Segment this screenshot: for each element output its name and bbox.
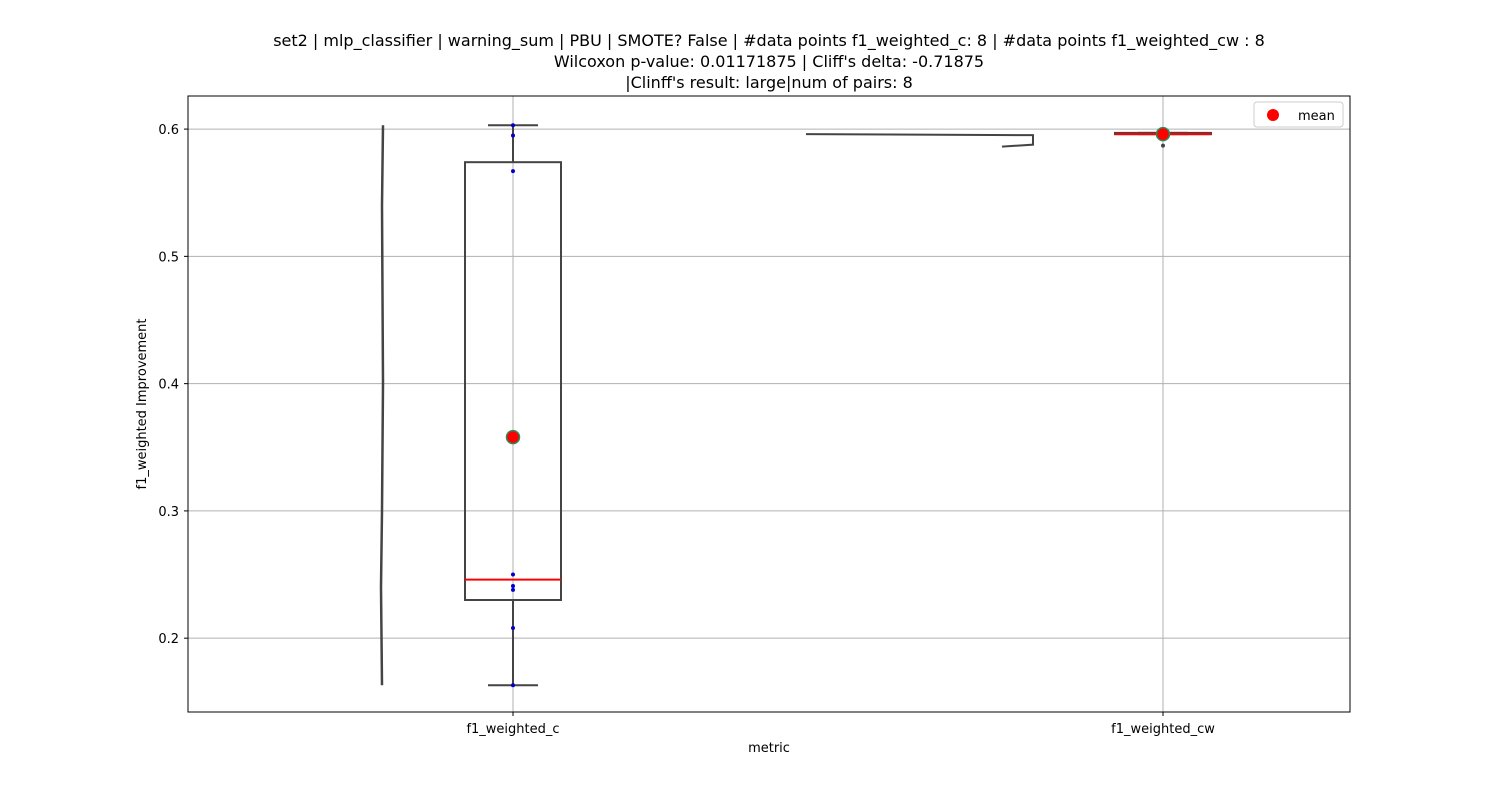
- x-tick-label: f1_weighted_c: [466, 722, 559, 737]
- legend: mean: [1253, 101, 1344, 128]
- y-tick-label: 0.4: [158, 378, 179, 393]
- y-axis-label: f1_weighted Improvement: [135, 318, 150, 489]
- y-tick-label: 0.2: [158, 632, 179, 647]
- y-tick-label: 0.6: [158, 123, 179, 138]
- data-point: [511, 587, 515, 592]
- y-tick-label: 0.5: [158, 250, 179, 265]
- x-tick-label: f1_weighted_cw: [1111, 722, 1215, 737]
- violin-shape-f1-weighted-cw: [805, 133, 1034, 148]
- chart-title-line-3: |Clinff's result: large|num of pairs: 8: [625, 73, 913, 92]
- mean-marker: [1155, 126, 1171, 142]
- x-axis-label: metric: [748, 741, 790, 756]
- legend-label-mean: mean: [1298, 109, 1335, 124]
- box-iqr: [464, 161, 562, 601]
- data-point: [1161, 143, 1165, 148]
- chart-title-line-1: set2 | mlp_classifier | warning_sum | PB…: [273, 31, 1265, 51]
- violin-shape-f1-weighted-c: [379, 125, 385, 686]
- data-point: [511, 683, 515, 688]
- mean-marker: [505, 429, 521, 445]
- y-tick-label: 0.3: [158, 505, 179, 520]
- plot-area-frame: [187, 95, 1351, 713]
- data-point: [511, 584, 515, 588]
- y-axis-ticks: 0.2 0.3 0.4 0.5 0.6: [158, 123, 188, 647]
- data-point: [511, 123, 515, 128]
- violin-layer: [379, 125, 1034, 686]
- legend-frame: [1253, 101, 1344, 128]
- data-point: [511, 133, 515, 138]
- data-point: [511, 626, 515, 630]
- x-axis-ticks: f1_weighted_c f1_weighted_cw: [466, 712, 1215, 737]
- legend-marker-mean: [1267, 109, 1279, 121]
- data-point: [511, 572, 515, 577]
- data-point: [511, 169, 515, 174]
- chart-title-line-2: Wilcoxon p-value: 0.01171875 | Cliff's d…: [554, 52, 984, 71]
- mean-layer: [505, 126, 1171, 445]
